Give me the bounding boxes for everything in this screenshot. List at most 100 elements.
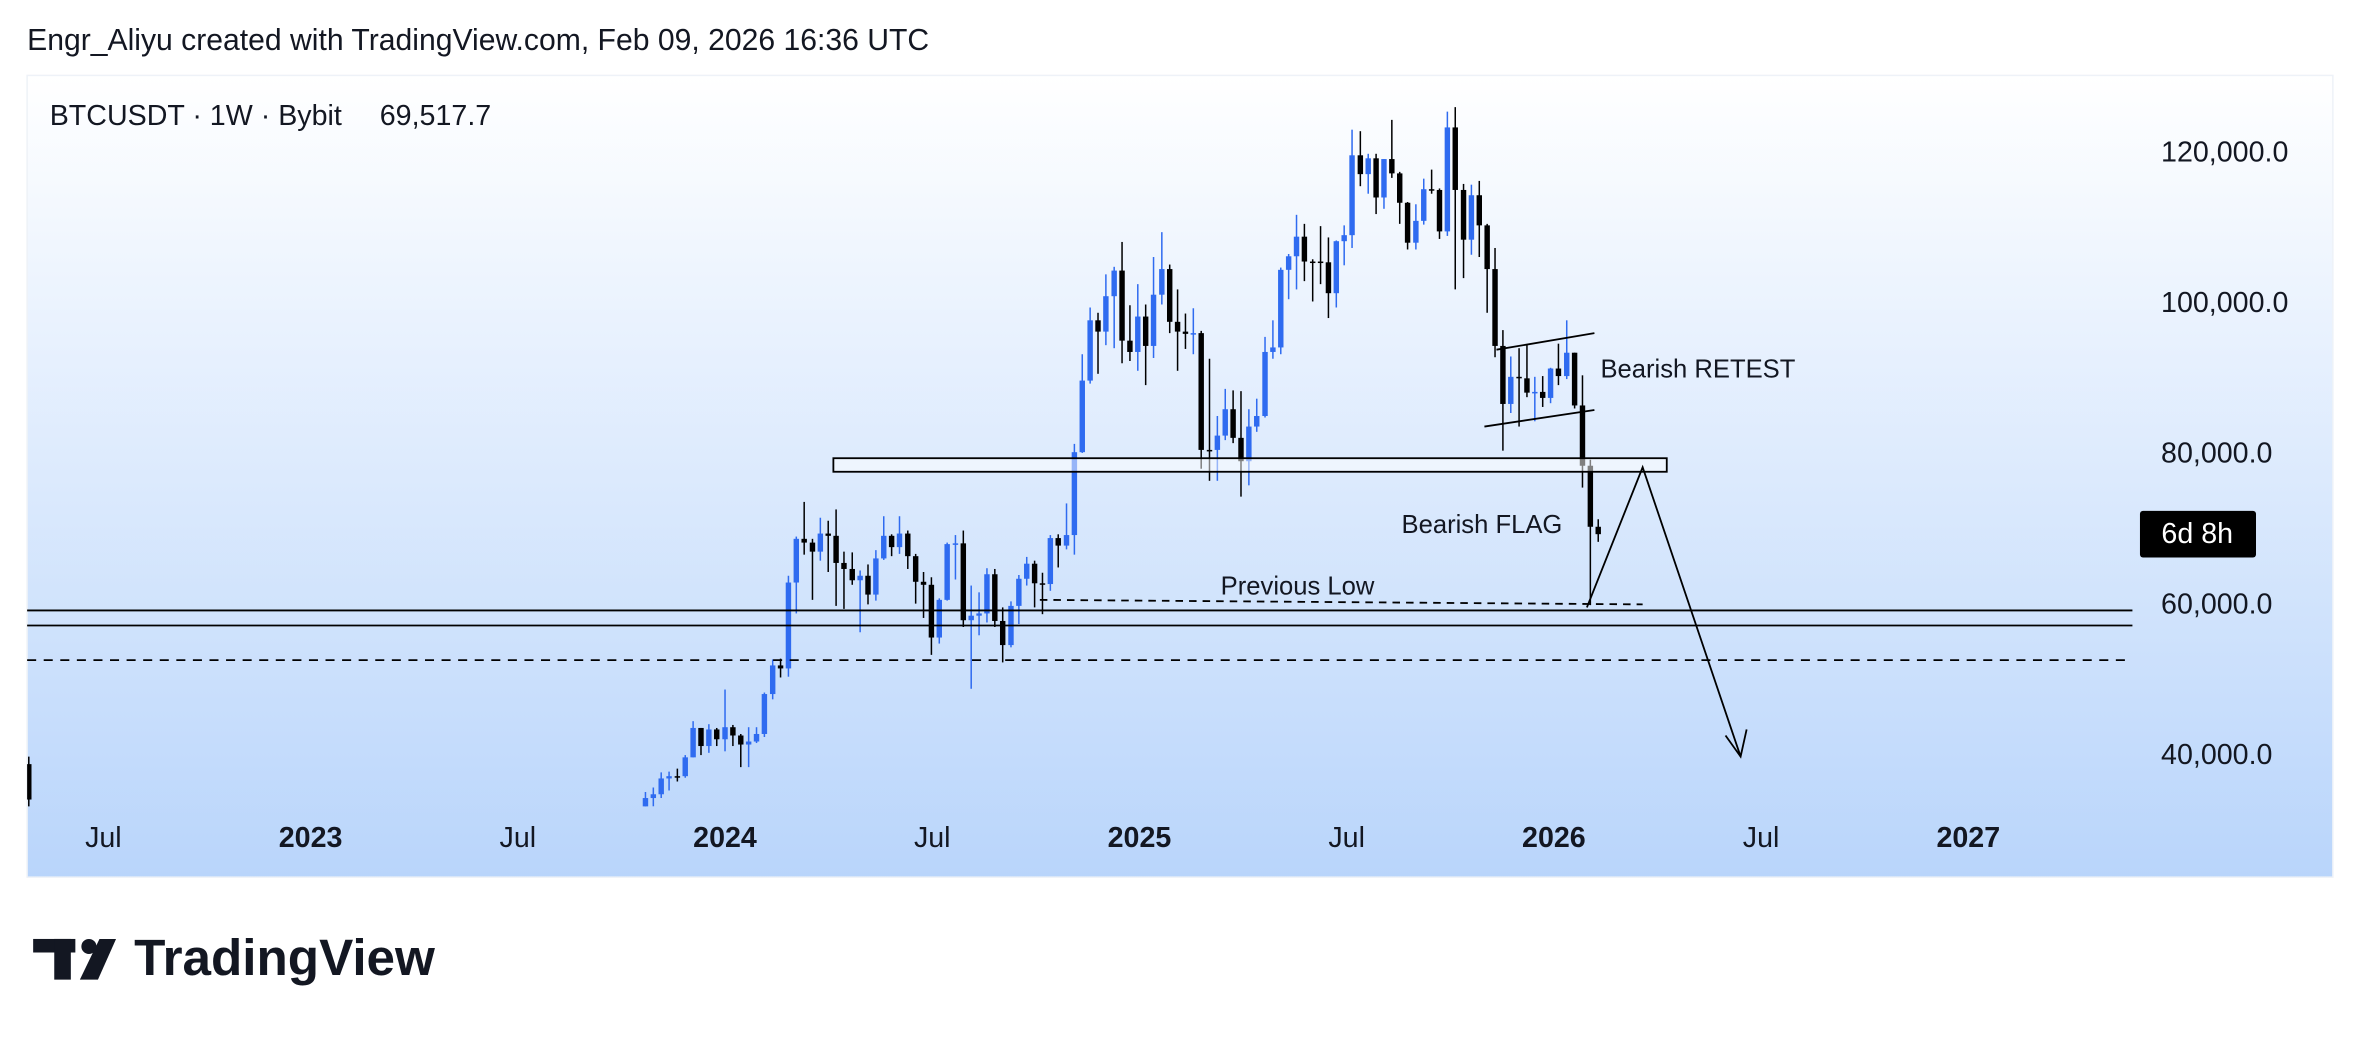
candle-body: [1198, 333, 1204, 450]
x-tick-label: Jul: [500, 822, 537, 854]
candle-body: [1135, 316, 1141, 352]
candle-body: [1047, 538, 1054, 585]
y-tick-label: 100,000.0: [2161, 287, 2288, 319]
candle-body: [873, 558, 879, 595]
candle-body: [1532, 391, 1538, 394]
candle-body: [738, 735, 744, 745]
candle-body: [769, 665, 776, 695]
annotation: Bearish RETEST: [1600, 356, 1795, 384]
candle-body: [1190, 333, 1197, 335]
candle-body: [1206, 449, 1213, 452]
candle-body: [888, 535, 895, 548]
candle-body: [1476, 195, 1482, 226]
candle-body: [1230, 409, 1236, 438]
candle-body: [905, 533, 911, 557]
candle-body: [1103, 296, 1109, 332]
logo-shape: [81, 938, 97, 955]
candle-body: [999, 620, 1006, 646]
candle-body: [1087, 320, 1093, 381]
candle-body: [1492, 269, 1498, 346]
candle-body: [1024, 563, 1030, 579]
candle-body: [833, 535, 839, 563]
candle-body: [881, 535, 887, 559]
logo-shape: [79, 938, 117, 980]
candle-body: [825, 533, 831, 536]
candle-body: [1270, 347, 1276, 352]
candle-body: [1055, 538, 1061, 546]
y-tick-label: 120,000.0: [2161, 136, 2288, 168]
candle-body: [1436, 189, 1443, 232]
arrow-head: [1724, 729, 1748, 759]
candle-body: [745, 741, 752, 745]
candle-body: [1182, 331, 1189, 334]
candle-body: [1016, 578, 1022, 606]
logo: [33, 938, 117, 980]
candle-body: [1444, 127, 1451, 232]
candle-body: [1254, 416, 1260, 427]
candle-body: [896, 533, 903, 548]
candle-body: [690, 727, 696, 758]
x-tick-label: Jul: [1328, 822, 1365, 854]
candle-body: [1579, 405, 1586, 466]
candle-body: [1468, 195, 1475, 240]
candle-body: [1238, 437, 1244, 462]
candle-body: [777, 665, 784, 669]
candle-body: [1564, 352, 1570, 377]
candle-body: [1159, 269, 1165, 295]
previous-low-line: [1039, 598, 1643, 606]
candle-body: [1246, 426, 1252, 462]
symbol-info: BTCUSDT · 1W · Bybit: [50, 100, 342, 132]
candle-body: [1484, 225, 1490, 270]
candle-body: [674, 776, 681, 778]
candle-body: [1166, 269, 1173, 322]
candle-body: [936, 599, 942, 638]
candle-body: [1452, 127, 1458, 190]
candle-body: [1428, 189, 1435, 191]
y-tick-label: 60,000.0: [2161, 588, 2272, 620]
candle-body: [1285, 256, 1292, 270]
annotation: Previous Low: [1221, 573, 1375, 601]
candle-body: [1278, 269, 1284, 348]
candle-body: [1357, 155, 1364, 175]
candle-body: [1031, 563, 1038, 584]
candle-body: [920, 581, 927, 585]
candle-body: [642, 798, 649, 807]
logo-shape: [54, 938, 71, 980]
candle-body: [682, 757, 688, 777]
candle-body: [27, 764, 32, 800]
candle-body: [658, 778, 664, 795]
candle-body: [1222, 409, 1228, 436]
candle-body: [1301, 236, 1308, 262]
candle-body: [1349, 155, 1355, 236]
candle-body: [992, 574, 998, 621]
candle-body: [1516, 376, 1522, 379]
resistance-zone: [832, 457, 1668, 473]
x-tick-label: Jul: [85, 822, 122, 854]
candle-body: [1317, 261, 1324, 264]
x-tick-label: 2023: [279, 822, 343, 854]
candle-body: [1071, 452, 1078, 536]
candle-body: [1111, 270, 1117, 297]
candle-body: [761, 694, 768, 734]
candle-body: [1460, 189, 1467, 240]
y-tick-label: 80,000.0: [2161, 438, 2272, 470]
attribution: Engr_Aliyu created with TradingView.com,…: [27, 24, 929, 57]
x-tick-label: Jul: [1743, 822, 1780, 854]
candle-body: [714, 729, 720, 740]
candle-body: [793, 538, 800, 583]
candle-body: [801, 538, 807, 543]
candle-body: [753, 733, 760, 742]
candle-body: [1063, 535, 1070, 546]
candle-body: [698, 727, 704, 747]
candle-body: [1555, 368, 1562, 377]
candle-body: [1500, 345, 1506, 404]
candle-body: [817, 533, 824, 552]
candle-body: [1421, 189, 1427, 221]
candle-body: [1571, 352, 1578, 406]
candle-body: [722, 727, 728, 740]
candle-body: [1039, 583, 1046, 585]
candle-body: [1214, 435, 1221, 450]
candle-body: [1413, 220, 1419, 243]
candle-body: [857, 575, 863, 581]
